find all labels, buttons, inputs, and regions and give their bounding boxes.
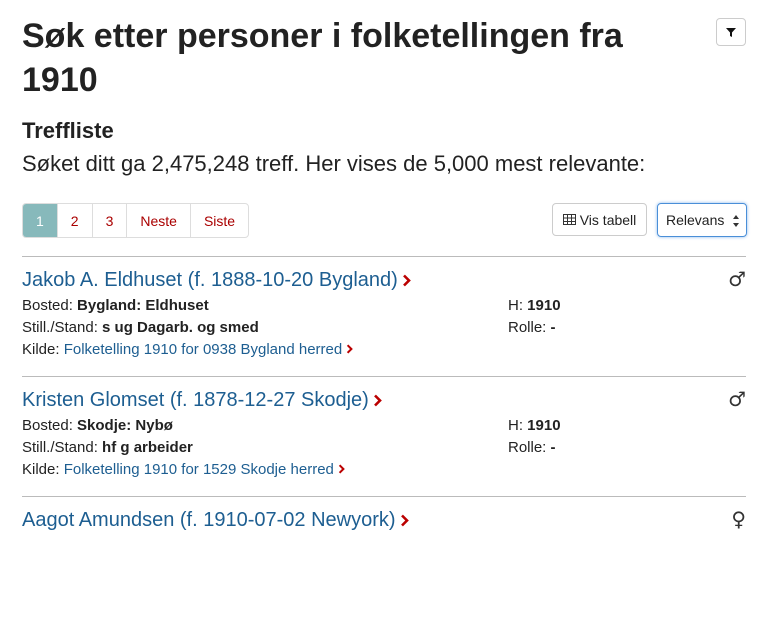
field-value: hf g arbeider — [102, 439, 193, 456]
field-row: Still./Stand: s ug Dagarb. og smed — [22, 319, 259, 336]
chevron — [400, 514, 409, 527]
field-value: Bygland: Eldhuset — [77, 297, 209, 314]
pagination: 1 2 3 Neste Siste — [22, 203, 250, 238]
field-row: Bosted: Bygland: Eldhuset — [22, 297, 209, 314]
sort-select[interactable]: Relevans — [657, 203, 747, 237]
field-label: Rolle: — [508, 319, 547, 336]
field-row: Kilde: Folketelling 1910 for 0938 Byglan… — [22, 341, 354, 358]
source-link[interactable]: Folketelling 1910 for 1529 Skodje herred — [63, 461, 334, 478]
field-label: Bosted: — [22, 297, 73, 314]
page-link[interactable]: 1 — [23, 204, 57, 237]
select-arrows — [733, 215, 739, 227]
field-value: 1910 — [527, 417, 561, 434]
person-name[interactable]: Jakob A. Eldhuset (f. 1888-10-20 Bygland… — [22, 269, 411, 292]
field-row: Rolle: - — [508, 439, 556, 456]
field-row: H: 1910 — [508, 417, 561, 434]
field-row: Rolle: - — [508, 319, 556, 336]
table-icon — [562, 214, 576, 225]
person-name-text[interactable]: Jakob A. Eldhuset (f. 1888-10-20 Bygland… — [22, 269, 398, 291]
sort-label: Relevans — [666, 212, 725, 228]
gender-icon: ♀ — [731, 507, 746, 531]
page-link[interactable]: Neste — [126, 204, 190, 237]
filter-icon — [726, 28, 736, 37]
chevron — [373, 394, 382, 407]
field-value: 1910 — [527, 297, 561, 314]
results-heading: Treffliste — [22, 118, 114, 143]
field-value: Skodje: Nybø — [77, 417, 173, 434]
field-label: H: — [508, 297, 523, 314]
page-body: Søk etter personer i folketellingen fra … — [22, 17, 747, 531]
page: Søk etter personer {"header": {"title": … — [22, 17, 747, 531]
person-name-text[interactable]: Aagot Amundsen (f. 1910-07-02 Newyork) — [22, 509, 396, 531]
page-link[interactable]: 2 — [56, 204, 92, 237]
page-title: Søk etter personer i folketellingen fra … — [22, 17, 623, 99]
field-row: Kilde: Folketelling 1910 for 1529 Skodje… — [22, 461, 345, 478]
chevron — [402, 274, 411, 287]
filter-button[interactable] — [716, 18, 746, 46]
person-record: Jakob A. Eldhuset (f. 1888-10-20 Bygland… — [22, 256, 746, 377]
person-name[interactable]: Aagot Amundsen (f. 1910-07-02 Newyork) — [22, 509, 409, 532]
person-record: Aagot Amundsen (f. 1910-07-02 Newyork) ♀ — [22, 496, 746, 617]
page-link[interactable]: Siste — [189, 204, 248, 237]
table-button-label: Vis tabell — [579, 211, 637, 228]
field-label: Kilde: — [22, 461, 60, 478]
person-name-text[interactable]: Kristen Glomset (f. 1878-12-27 Skodje) — [22, 389, 369, 411]
field-label: Rolle: — [508, 439, 547, 456]
results-summary: Søket ditt ga 2,475,248 treff. Her vises… — [22, 151, 646, 176]
field-label: H: — [508, 417, 523, 434]
source-link[interactable]: Folketelling 1910 for 0938 Bygland herre… — [63, 341, 343, 358]
field-value: s ug Dagarb. og smed — [102, 319, 259, 336]
field-label: Kilde: — [22, 341, 60, 358]
field-row: Still./Stand: hf g arbeider — [22, 439, 193, 456]
gender-icon: ♂ — [728, 267, 746, 291]
person-name[interactable]: Kristen Glomset (f. 1878-12-27 Skodje) — [22, 389, 382, 412]
field-row: H: 1910 — [508, 297, 561, 314]
field-label: Still./Stand: — [22, 319, 98, 336]
chevron — [347, 344, 354, 354]
field-label: Still./Stand: — [22, 439, 98, 456]
table-button[interactable]: Vis tabell — [552, 203, 647, 236]
field-row: Bosted: Skodje: Nybø — [22, 417, 173, 434]
page-link[interactable]: 3 — [91, 204, 127, 237]
chevron — [338, 464, 345, 474]
field-value: - — [550, 439, 556, 456]
gender-icon: ♂ — [728, 387, 746, 411]
person-record: Kristen Glomset (f. 1878-12-27 Skodje) ♂ B… — [22, 376, 746, 497]
field-value: - — [550, 319, 556, 336]
field-label: Bosted: — [22, 417, 73, 434]
